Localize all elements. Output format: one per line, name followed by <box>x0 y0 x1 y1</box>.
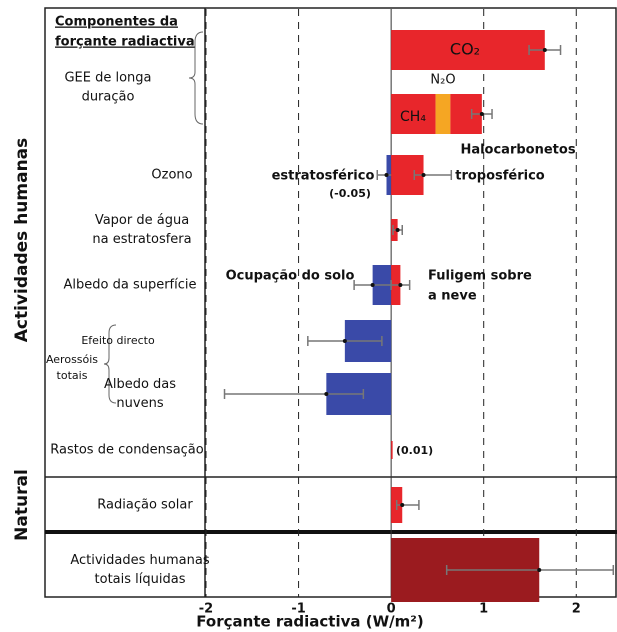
x-tick-label: -2 <box>199 602 213 617</box>
row-label: Radiação solar <box>97 498 193 513</box>
row-label: Actividades humanas <box>70 553 210 568</box>
header: Componentes da <box>55 15 178 30</box>
annotation: Ocupação do solo <box>226 269 355 284</box>
row-label: Ozono <box>151 168 192 183</box>
row-label: na estratosfera <box>92 232 191 247</box>
annotation: (0.01) <box>396 444 433 457</box>
value-dot <box>537 568 542 572</box>
header: forçante radiactiva <box>55 35 195 50</box>
bar <box>435 94 451 134</box>
group-label: totais <box>57 369 88 382</box>
annotation: Fuligem sobre <box>428 269 532 284</box>
bar <box>391 30 545 70</box>
value-dot <box>400 503 405 507</box>
annotation: estratosférico <box>272 169 375 184</box>
group-label: Aerossóis <box>46 353 98 366</box>
row-label: Albedo da superfície <box>64 278 197 293</box>
bar <box>391 94 436 134</box>
value-dot <box>342 339 347 343</box>
annotation: Halocarbonetos <box>460 143 575 158</box>
section-label: Actividades humanas <box>12 138 32 343</box>
annotation: a neve <box>428 289 477 304</box>
row-label: Efeito directo <box>81 334 155 347</box>
annotation: CH₄ <box>400 109 426 125</box>
value-dot <box>395 228 400 232</box>
x-tick-label: 1 <box>479 602 488 617</box>
annotation: (-0.05) <box>329 187 371 200</box>
group-label: duração <box>82 90 135 105</box>
frame <box>44 7 617 598</box>
x-tick-label: -1 <box>291 602 305 617</box>
value-dot <box>398 283 403 287</box>
group-label: GEE de longa <box>64 71 151 86</box>
brace <box>103 324 117 404</box>
x-axis-label: Forçante radiactiva (W/m²) <box>196 613 423 631</box>
value-dot <box>324 392 329 396</box>
row-label: totais líquidas <box>95 572 186 587</box>
bar <box>391 441 393 459</box>
value-dot <box>479 112 484 116</box>
x-tick-label: 2 <box>572 602 581 617</box>
value-dot <box>421 173 426 177</box>
value-dot <box>370 283 375 287</box>
row-label: Albedo das <box>104 377 176 392</box>
row-label: Vapor de água <box>95 213 189 228</box>
brace <box>188 31 204 125</box>
annotation: N₂O <box>430 73 455 88</box>
section-label: Natural <box>12 469 32 541</box>
annotation: CO₂ <box>450 40 480 59</box>
row-label: Rastos de condensação <box>50 443 204 458</box>
x-tick-label: 0 <box>387 602 396 617</box>
row-label: nuvens <box>116 396 163 411</box>
value-dot <box>542 48 547 52</box>
value-dot <box>384 173 389 177</box>
annotation: troposférico <box>455 169 545 184</box>
